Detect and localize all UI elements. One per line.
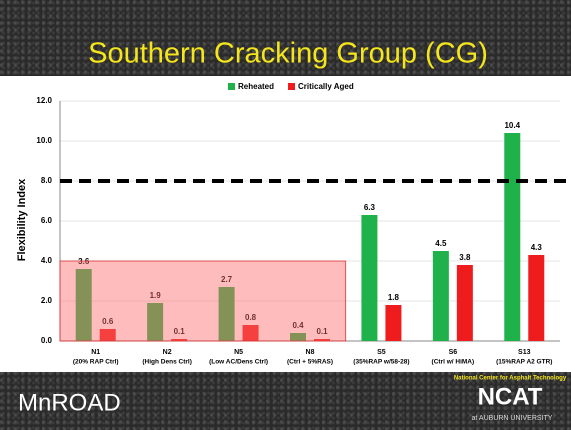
bar [99,329,116,341]
logo-right-top: National Center for Asphalt Technology [454,376,567,382]
value-label: 4.5 [435,239,447,248]
value-label: 1.8 [388,293,400,302]
value-label: 3.6 [78,257,90,266]
value-label: 0.8 [245,313,257,322]
shaded-region [59,260,347,342]
bar [75,269,92,341]
bar [314,339,330,341]
x-tick-label: N5 [234,349,243,356]
y-tick-label: 4.0 [41,256,53,265]
x-tick-label: N8 [306,349,315,356]
x-tick-label: S6 [449,349,458,356]
bar [218,287,235,341]
x-tick-label: N2 [163,349,172,356]
value-label: 6.3 [364,203,376,212]
x-tick-detail: (Ctrl + 5%RAS) [287,359,333,366]
value-label: 2.7 [221,275,233,284]
y-tick-label: 10.0 [36,136,52,145]
legend-swatch [228,83,235,90]
chart-area [0,76,571,372]
x-tick-detail: (High Dens Ctrl) [142,359,191,366]
y-axis-label: Flexibility Index [16,178,28,261]
bar [147,303,164,341]
value-label: 10.4 [504,121,520,130]
legend-label: Reheated [238,82,274,91]
x-tick-detail: (15%RAP A2 GTR) [496,359,552,366]
y-tick-label: 8.0 [41,176,53,185]
logo-right-bottom: at AUBURN UNIVERSITY [472,415,553,422]
bar [504,133,521,341]
bar [171,339,188,341]
x-tick-detail: (Ctrl w/ HiMA) [432,359,475,366]
bar [456,265,473,341]
value-label: 0.1 [174,327,186,336]
value-label: 0.4 [292,321,304,330]
bar [361,215,378,341]
value-label: 0.1 [316,327,328,336]
y-tick-label: 2.0 [41,296,53,305]
legend-label: Critically Aged [298,82,354,91]
chart-title: Southern Cracking Group (CG) [88,38,488,70]
bar [290,333,306,341]
bar [528,255,545,341]
legend-swatch [288,83,296,90]
x-tick-label: S5 [377,349,386,356]
value-label: 3.8 [459,253,471,262]
x-tick-label: S13 [518,349,531,356]
bar [432,251,449,341]
y-tick-label: 0.0 [41,336,53,345]
x-tick-detail: (35%RAP w/58-28) [353,359,409,366]
value-label: 0.6 [102,317,114,326]
value-label: 4.3 [531,243,543,252]
logo-left: MnROAD [18,389,121,416]
bar [242,325,259,341]
value-label: 1.9 [150,291,162,300]
logo-right-main: NCAT [478,383,543,410]
x-tick-detail: (Low AC/Dens Ctrl) [209,359,268,366]
bar [385,305,402,341]
y-tick-label: 12.0 [36,96,52,105]
x-tick-label: N1 [91,349,100,356]
y-tick-label: 6.0 [41,216,53,225]
x-tick-detail: (20% RAP Ctrl) [73,359,119,366]
